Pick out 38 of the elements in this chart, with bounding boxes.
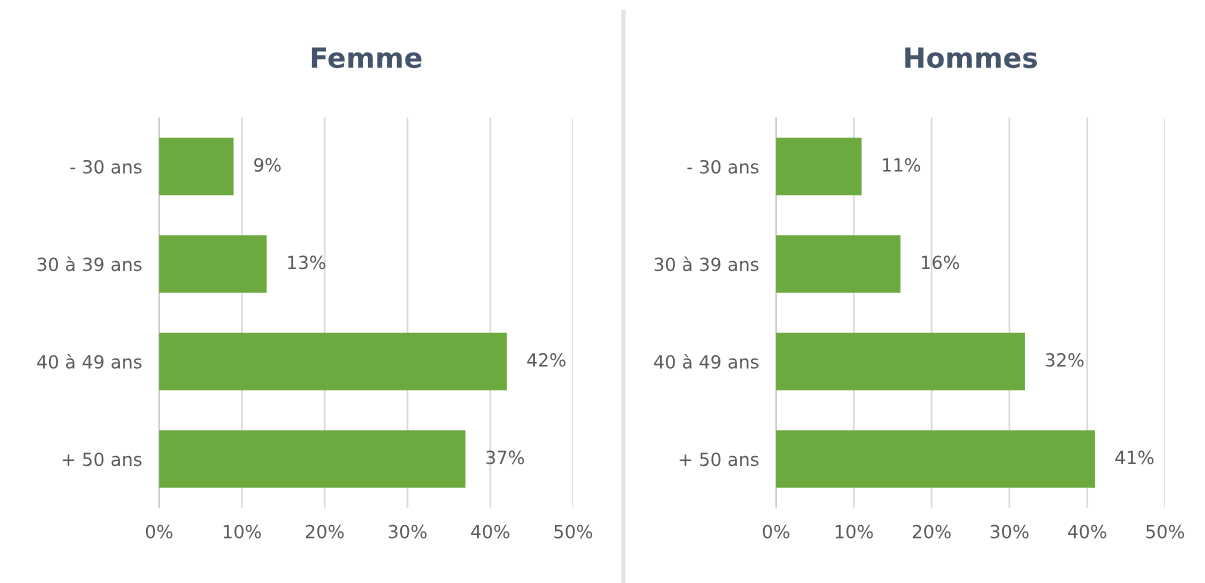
x-tick-label: 30% xyxy=(990,524,1029,539)
bar xyxy=(776,235,901,293)
data-label: 32% xyxy=(1045,353,1084,367)
x-tick-label: 30% xyxy=(388,524,427,539)
chart-title: Femme xyxy=(311,47,422,69)
y-tick-label: 40 à 49 ans xyxy=(654,353,759,369)
bar xyxy=(776,332,1025,391)
x-tick-label: 20% xyxy=(912,524,951,539)
y-tick-label: 30 à 39 ans xyxy=(654,256,759,272)
data-label: 9% xyxy=(254,158,281,172)
bar xyxy=(159,430,466,488)
bar xyxy=(776,137,862,196)
y-tick-label: + 50 ans xyxy=(62,452,142,467)
y-tick-label: 40 à 49 ans xyxy=(37,353,142,369)
data-label: 11% xyxy=(883,158,921,172)
x-tick-label: 0% xyxy=(762,524,790,539)
y-tick-label: + 50 ans xyxy=(679,452,759,467)
data-label: 41% xyxy=(1115,450,1154,465)
bar xyxy=(159,332,507,391)
bar xyxy=(776,430,1095,488)
bar xyxy=(159,137,234,196)
x-tick-label: 0% xyxy=(145,524,173,539)
data-label: 37% xyxy=(486,450,525,465)
x-tick-label: 20% xyxy=(305,524,344,539)
x-tick-label: 10% xyxy=(835,524,873,539)
x-tick-label: 50% xyxy=(1146,524,1185,539)
bar xyxy=(159,235,267,293)
data-label: 16% xyxy=(921,255,960,270)
data-label: 13% xyxy=(288,255,326,270)
chart-title: Hommes xyxy=(905,47,1037,69)
x-tick-label: 10% xyxy=(223,524,261,539)
data-label: 42% xyxy=(527,353,566,367)
y-tick-label: 30 à 39 ans xyxy=(37,256,142,272)
x-tick-label: 40% xyxy=(1068,524,1107,539)
x-tick-label: 40% xyxy=(471,524,510,539)
y-tick-label: - 30 ans xyxy=(70,159,142,174)
x-tick-label: 50% xyxy=(554,524,593,539)
y-tick-label: - 30 ans xyxy=(687,159,759,174)
